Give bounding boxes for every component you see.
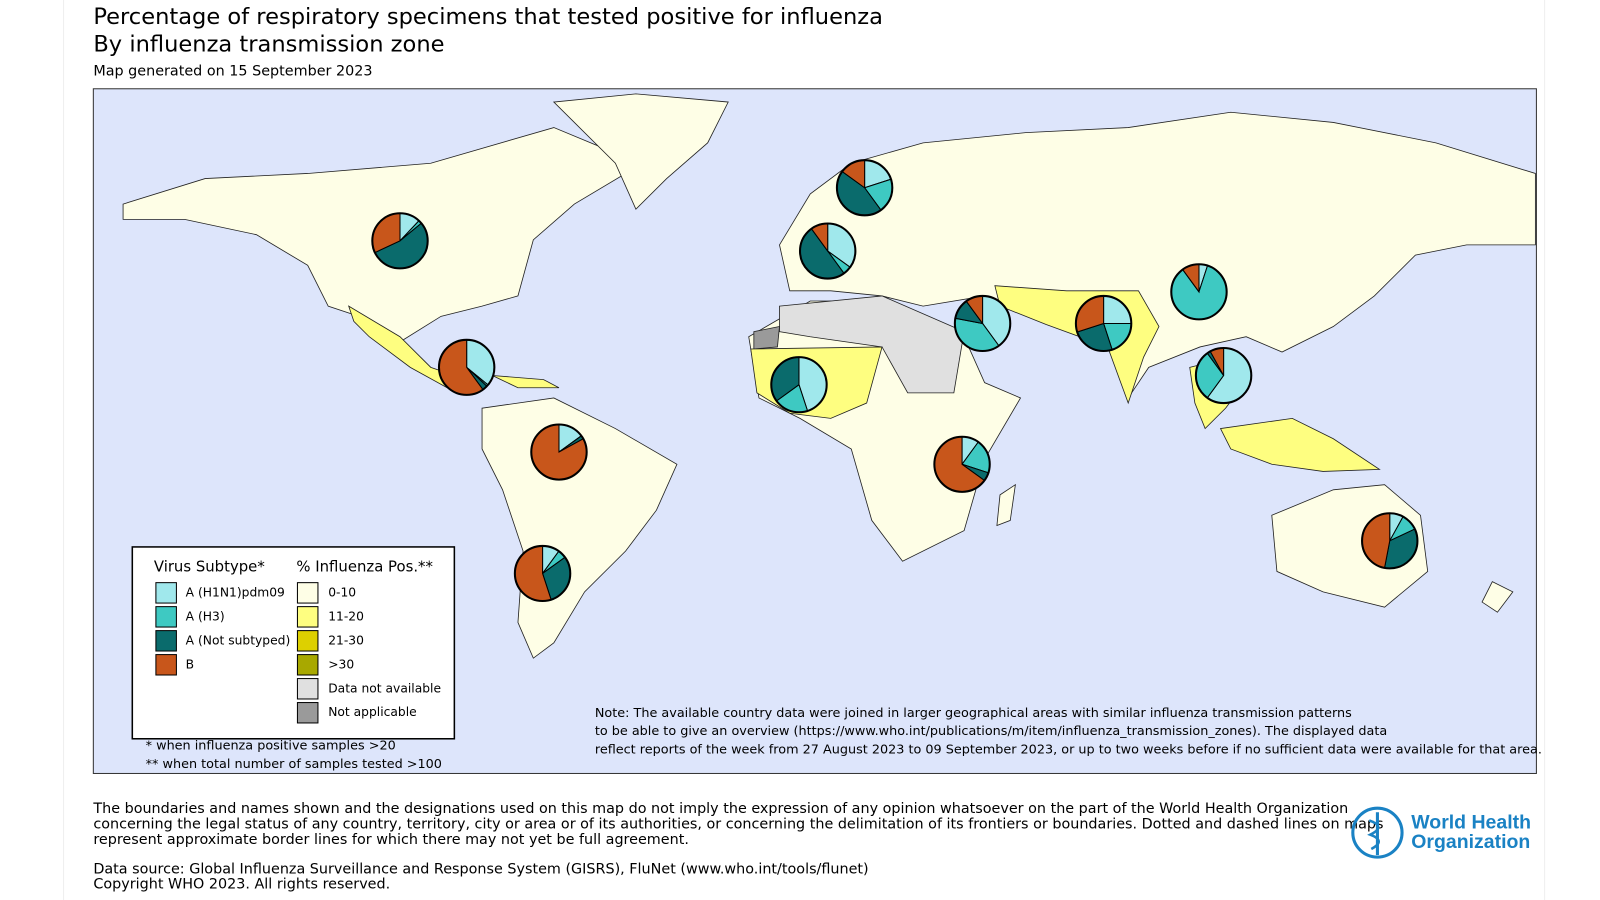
- legend-swatch: [155, 582, 177, 604]
- pie-outline: [953, 294, 1012, 353]
- legend-title: Virus Subtype*: [154, 558, 265, 575]
- legend-swatch: [155, 606, 177, 628]
- legend-swatch: [296, 582, 319, 604]
- note-line: to be able to give an overview (https://…: [595, 724, 1387, 739]
- greenland: [552, 93, 729, 210]
- madagascar: [996, 483, 1016, 527]
- logo-serpent: [1367, 819, 1380, 851]
- legend-title: % Influenza Pos.**: [296, 558, 433, 575]
- legend-swatch: [155, 654, 177, 676]
- legend-box: [131, 546, 456, 740]
- legend-label: A (H1N1)pdm09: [186, 585, 285, 599]
- source-line: Data source: Global Influenza Surveillan…: [93, 861, 868, 877]
- legend-swatch: [296, 606, 319, 628]
- who-logo: World Health Organization: [1351, 806, 1531, 859]
- legend-label: A (H3): [186, 609, 225, 623]
- logo-text: Organization: [1411, 831, 1530, 853]
- pie-outline: [835, 159, 894, 217]
- logo-emblem: [1351, 806, 1404, 859]
- legend-label: A (Not subtyped): [186, 633, 291, 647]
- caribbean: [492, 375, 560, 389]
- note-line: reflect reports of the week from 27 Augu…: [595, 743, 1542, 758]
- pie-outline: [530, 423, 588, 481]
- pie-outline: [371, 212, 429, 270]
- map: [92, 88, 1537, 774]
- legend-swatch: [296, 702, 319, 724]
- pie-layer: [371, 159, 1419, 603]
- note-line: Note: The available country data were jo…: [595, 706, 1352, 721]
- legend-label: 11-20: [328, 609, 364, 623]
- pie-outline: [798, 222, 857, 280]
- legend-label: 0-10: [328, 585, 356, 599]
- generated-date: Map generated on 15 September 2023: [93, 63, 372, 79]
- disclaimer-line: represent approximate border lines for w…: [93, 832, 689, 848]
- legend-label: B: [186, 657, 194, 671]
- legend-label: Data not available: [328, 681, 441, 695]
- title: Percentage of respiratory specimens that…: [93, 4, 883, 30]
- pie-outline: [1074, 294, 1133, 353]
- legend-swatch: [296, 654, 319, 676]
- pie-outline: [437, 338, 496, 396]
- subtitle: By influenza transmission zone: [93, 31, 444, 57]
- western-sahara: [753, 326, 780, 350]
- disclaimer-line: concerning the legal status of any count…: [93, 817, 1383, 833]
- legend-swatch: [155, 630, 177, 652]
- pie-outline: [770, 356, 828, 414]
- logo-text: World Health: [1411, 812, 1531, 834]
- legend-swatch: [296, 630, 319, 652]
- pie-outline: [933, 435, 991, 493]
- north-africa: [779, 295, 965, 394]
- footnote: ** when total number of samples tested >…: [146, 757, 442, 772]
- legend: Virus Subtype* % Influenza Pos.** A (H1N…: [131, 546, 456, 740]
- legend-swatch: [296, 678, 319, 700]
- legend-label: >30: [328, 657, 354, 671]
- disclaimer-line: The boundaries and names shown and the d…: [92, 801, 1348, 817]
- legend-label: Not applicable: [328, 705, 417, 719]
- footnote: * when influenza positive samples >20: [146, 738, 396, 753]
- new-zealand: [1481, 581, 1514, 613]
- legend-items: A (H1N1)pdm09 A (H3) A (Not subtyped) B 0-10…: [155, 582, 441, 724]
- legend-label: 21-30: [328, 633, 364, 647]
- source-line: Copyright WHO 2023. All rights reserved.: [93, 877, 390, 893]
- pie-outline: [513, 544, 572, 603]
- pie-outline: [1170, 263, 1228, 321]
- pie-outline: [1194, 346, 1253, 405]
- maritime-asia: [1219, 417, 1381, 472]
- pie-outline: [1361, 512, 1419, 570]
- eurasia: [779, 111, 1536, 399]
